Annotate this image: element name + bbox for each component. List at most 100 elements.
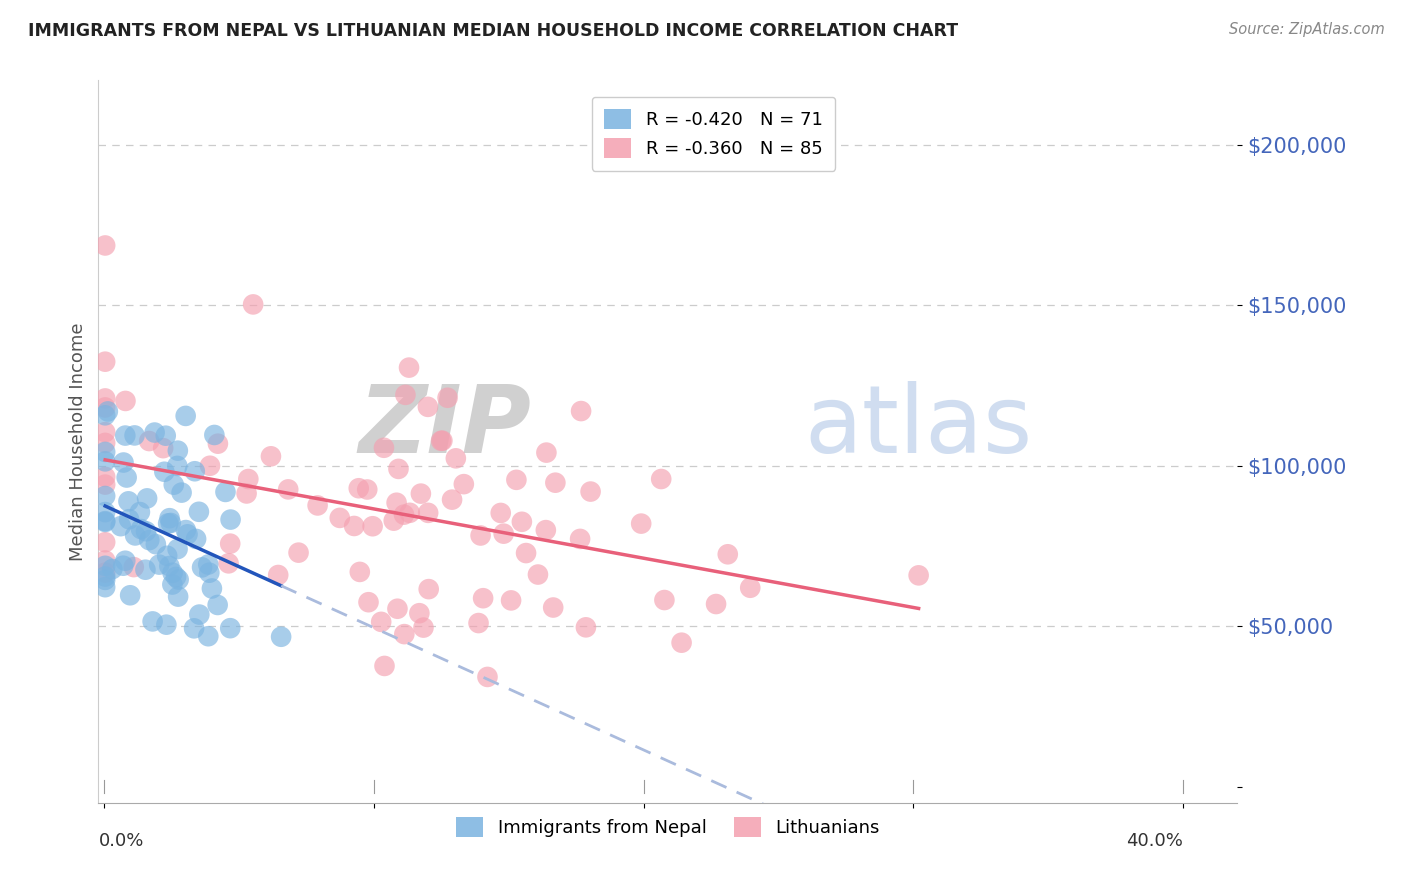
Point — [242, 297, 264, 311]
Text: IMMIGRANTS FROM NEPAL VS LITHUANIAN MEDIAN HOUSEHOLD INCOME CORRELATION CHART: IMMIGRANTS FROM NEPAL VS LITHUANIAN MEDI… — [28, 22, 959, 40]
Point — [373, 441, 395, 455]
Point — [219, 621, 242, 635]
Point — [155, 617, 177, 632]
Text: atlas: atlas — [804, 381, 1033, 473]
Point — [114, 428, 136, 442]
Point — [159, 516, 181, 530]
Point — [412, 621, 434, 635]
Point — [138, 434, 160, 448]
Point — [94, 401, 117, 415]
Point — [112, 456, 135, 470]
Point — [382, 514, 405, 528]
Point — [453, 477, 475, 491]
Point — [155, 428, 177, 442]
Point — [740, 581, 762, 595]
Point — [187, 505, 209, 519]
Point — [94, 535, 117, 549]
Point — [287, 546, 309, 560]
Point — [356, 483, 378, 497]
Point — [387, 462, 409, 476]
Point — [94, 445, 117, 459]
Point — [470, 528, 492, 542]
Point — [218, 557, 240, 571]
Point — [94, 392, 117, 406]
Point — [134, 563, 156, 577]
Point — [510, 515, 533, 529]
Point — [94, 238, 117, 252]
Point — [117, 494, 139, 508]
Point — [94, 436, 117, 450]
Point — [94, 580, 117, 594]
Point — [184, 464, 207, 478]
Point — [124, 528, 146, 542]
Point — [394, 388, 416, 402]
Point — [94, 558, 117, 573]
Legend: Immigrants from Nepal, Lithuanians: Immigrants from Nepal, Lithuanians — [449, 810, 887, 845]
Point — [219, 512, 242, 526]
Point — [94, 569, 117, 583]
Point — [198, 566, 221, 580]
Point — [650, 472, 672, 486]
Point — [207, 436, 229, 450]
Point — [398, 360, 420, 375]
Point — [94, 553, 117, 567]
Point — [907, 568, 929, 582]
Point — [97, 404, 120, 418]
Point — [136, 491, 159, 506]
Point — [505, 473, 527, 487]
Point — [166, 458, 188, 473]
Point — [184, 532, 207, 546]
Point — [94, 514, 117, 528]
Point — [183, 621, 205, 635]
Point — [238, 472, 260, 486]
Point — [430, 434, 453, 448]
Point — [717, 547, 740, 561]
Point — [444, 451, 467, 466]
Point — [270, 630, 292, 644]
Point — [114, 393, 136, 408]
Point — [129, 505, 152, 519]
Point — [94, 477, 117, 491]
Point — [94, 515, 117, 529]
Point — [198, 458, 221, 473]
Point — [671, 636, 693, 650]
Point — [94, 454, 117, 468]
Point — [157, 516, 180, 531]
Point — [361, 519, 384, 533]
Point — [515, 546, 537, 560]
Point — [122, 560, 145, 574]
Point — [207, 598, 229, 612]
Point — [432, 434, 454, 448]
Point — [527, 567, 550, 582]
Point — [409, 486, 432, 500]
Point — [94, 409, 117, 423]
Point — [135, 524, 157, 539]
Point — [129, 522, 152, 536]
Point — [343, 519, 366, 533]
Point — [575, 620, 598, 634]
Point — [118, 512, 141, 526]
Point — [142, 615, 165, 629]
Point — [157, 559, 180, 574]
Point — [349, 565, 371, 579]
Point — [492, 526, 515, 541]
Point — [536, 445, 558, 459]
Point — [394, 627, 416, 641]
Text: 40.0%: 40.0% — [1126, 831, 1184, 850]
Point — [472, 591, 495, 606]
Point — [654, 593, 676, 607]
Point — [94, 573, 117, 587]
Point — [153, 465, 176, 479]
Point — [501, 593, 523, 607]
Point — [176, 527, 198, 541]
Point — [385, 496, 408, 510]
Point — [373, 659, 395, 673]
Point — [120, 588, 142, 602]
Point — [197, 629, 219, 643]
Point — [170, 485, 193, 500]
Point — [347, 481, 370, 495]
Text: Source: ZipAtlas.com: Source: ZipAtlas.com — [1229, 22, 1385, 37]
Point — [152, 441, 174, 455]
Point — [392, 508, 415, 522]
Point — [94, 354, 117, 368]
